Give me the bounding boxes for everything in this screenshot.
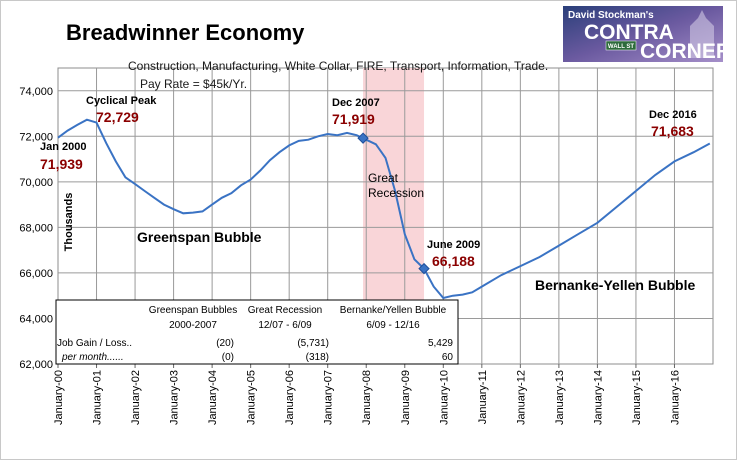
annotation-june-2009-label: June 2009	[427, 239, 480, 251]
annotation-jan-2000-label: Jan 2000	[40, 141, 86, 153]
street-sign-icon	[605, 40, 637, 51]
table-row-label-per-month: per month......	[61, 352, 124, 363]
table-cell-job-gain-greenspan: (20)	[216, 338, 234, 349]
x-tick-label: January-07	[323, 370, 335, 425]
contra-corner-logo: WALL ST David Stockman's CONTRA CORNER	[563, 6, 731, 63]
table-cell-job-gain-bernanke: 5,429	[428, 338, 453, 349]
x-tick-label: January-11	[477, 370, 489, 424]
y-axis-ticks: 62,000 64,000 66,000 68,000 70,000 72,000 74,0…	[19, 86, 53, 371]
series-line	[57, 118, 711, 300]
annotation-june-2009-value: 66,188	[432, 253, 475, 269]
region-label-great-recession-line2: Recession	[368, 186, 424, 200]
y-axis-label: Thousands	[63, 193, 75, 252]
y-tick-label: 72,000	[19, 131, 53, 143]
x-tick-label: January-10	[438, 370, 450, 425]
x-tick-label: January-03	[169, 370, 181, 425]
capitol-dome-icon	[690, 10, 714, 58]
annotation-dec-2007-label: Dec 2007	[332, 97, 380, 109]
x-tick-label: January-09	[400, 370, 412, 425]
y-tick-label: 70,000	[19, 177, 53, 189]
table-header-greenspan: Greenspan Bubbles	[149, 305, 237, 316]
y-tick-label: 68,000	[19, 222, 53, 234]
annotation-dec-2016-value: 71,683	[651, 123, 694, 139]
annotation-cyclical-peak-label: Cyclical Peak	[86, 95, 157, 107]
data-marker-diamond	[357, 132, 369, 144]
region-label-bernanke-yellen: Bernanke-Yellen Bubble	[535, 277, 695, 293]
table-cell-per-month-recession: (318)	[306, 352, 329, 363]
x-tick-label: January-15	[631, 370, 643, 425]
x-tick-label: January-02	[130, 370, 142, 425]
y-tick-label: 64,000	[19, 313, 53, 325]
annotation-jan-2000-value: 71,939	[40, 156, 83, 172]
annotation-dec-2016-label: Dec 2016	[649, 109, 697, 121]
x-tick-label: January-01	[92, 370, 104, 425]
x-tick-label: January-08	[361, 370, 373, 425]
x-tick-label: January-14	[592, 370, 604, 425]
x-tick-label: January-13	[554, 370, 566, 425]
table-header-bernanke: Bernanke/Yellen Bubble	[340, 305, 447, 316]
series-markers	[357, 132, 430, 275]
x-tick-label: January-06	[284, 370, 296, 425]
table-cell-per-month-bernanke: 60	[442, 352, 454, 363]
region-label-greenspan: Greenspan Bubble	[137, 229, 262, 245]
table-period-greenspan: 2000-2007	[169, 320, 217, 331]
y-tick-label: 66,000	[19, 268, 53, 280]
chart-subtitle-line1: Construction, Manufacturing, White Colla…	[128, 59, 548, 73]
table-period-bernanke: 6/09 - 12/16	[366, 320, 420, 331]
x-tick-label: January-12	[515, 370, 527, 425]
chart-subtitle-line2: Pay Rate = $45k/Yr.	[140, 77, 247, 91]
x-axis-ticks: January-00 January-01 January-02 January-03…	[53, 370, 681, 425]
table-row-label-job-gain: Job Gain / Loss..	[57, 338, 132, 349]
annotation-dec-2007-value: 71,919	[332, 111, 375, 127]
region-label-great-recession-line1: Great	[368, 171, 399, 185]
y-tick-label: 74,000	[19, 86, 53, 98]
logo-line3: CORNER	[640, 40, 731, 63]
x-tick-label: January-04	[207, 370, 219, 425]
x-tick-label: January-16	[669, 370, 681, 425]
table-cell-per-month-greenspan: (0)	[222, 352, 234, 363]
x-tick-label: January-05	[246, 370, 258, 425]
y-tick-label: 62,000	[19, 359, 53, 371]
data-marker-diamond	[418, 262, 430, 275]
chart-title: Breadwinner Economy	[66, 20, 305, 45]
table-header-recession: Great Recession	[248, 305, 322, 316]
horizontal-gridlines	[58, 90, 713, 319]
logo-line1: David Stockman's	[568, 10, 654, 21]
logo-street-sign-text: WALL ST	[608, 44, 635, 50]
x-tick-label: January-00	[53, 370, 65, 425]
stats-table: Greenspan Bubbles Great Recession Bernan…	[55, 299, 459, 365]
table-cell-job-gain-recession: (5,731)	[297, 338, 329, 349]
table-period-recession: 12/07 - 6/09	[258, 320, 312, 331]
stats-table-box	[55, 299, 459, 365]
logo-line2: CONTRA	[584, 21, 674, 44]
annotation-cyclical-peak-value: 72,729	[96, 109, 139, 125]
